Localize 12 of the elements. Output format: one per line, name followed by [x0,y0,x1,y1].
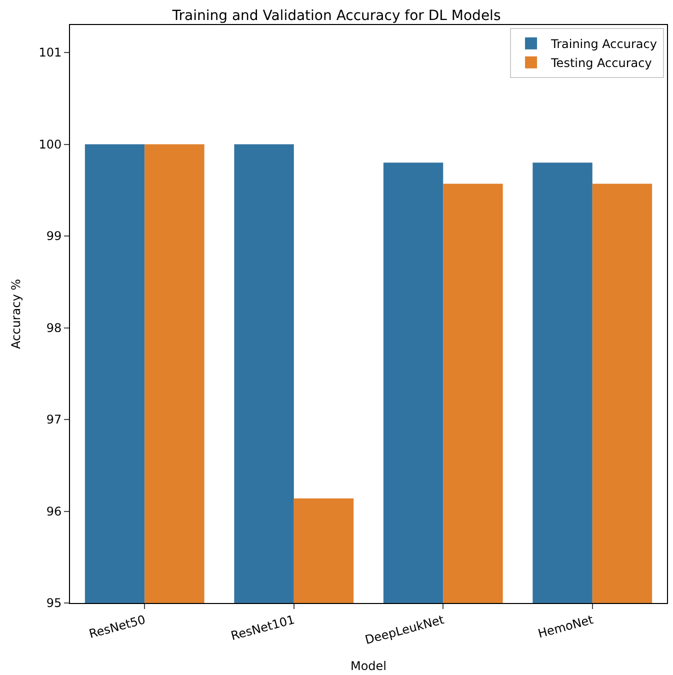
legend-label: Training Accuracy [550,37,657,52]
chart-title: Training and Validation Accuracy for DL Models [171,8,501,24]
y-tick-label: 97 [46,412,62,427]
x-axis-title: Model [350,658,387,673]
y-tick-label: 99 [46,229,62,244]
y-axis-title: Accuracy % [8,278,23,350]
y-tick-label: 98 [46,320,62,335]
y-tick-label: 95 [46,596,62,610]
y-tick-label: 101 [38,46,62,60]
y-tick-label: 100 [38,137,62,152]
y-tick-label: 96 [46,504,62,518]
legend-label: Testing Accuracy [550,56,652,70]
